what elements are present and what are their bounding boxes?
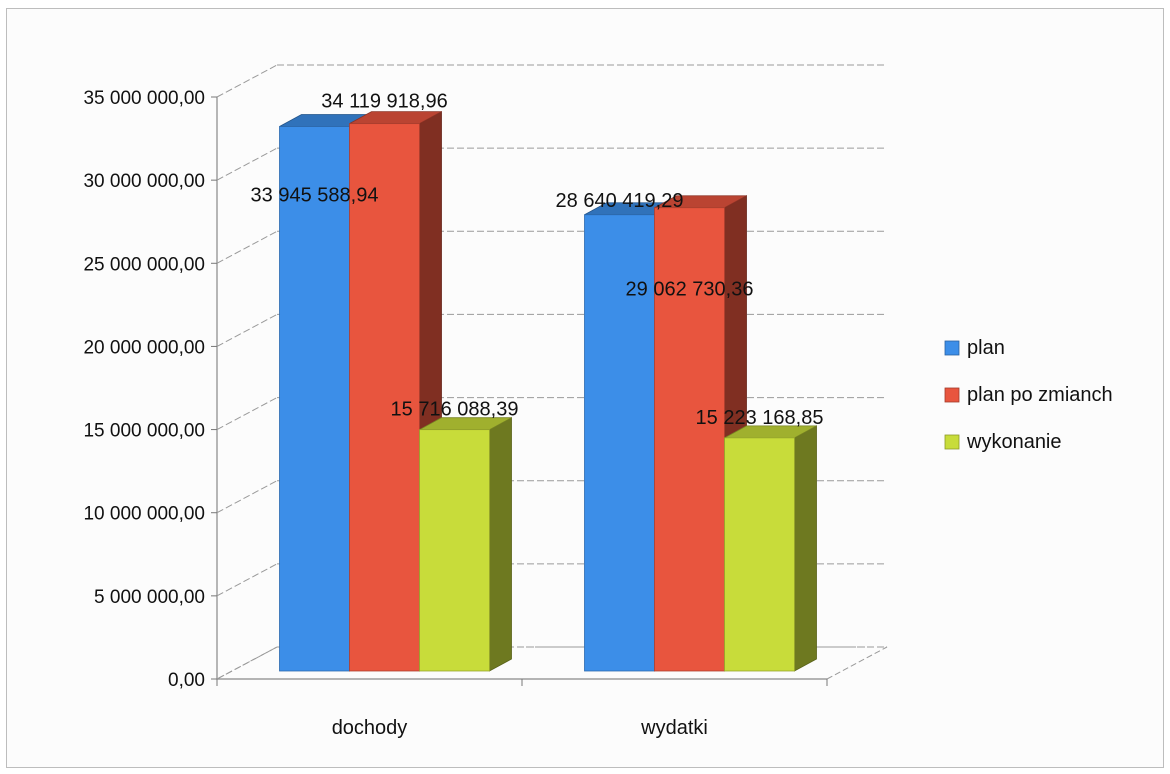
bar-wykonanie-wydatki	[724, 425, 817, 672]
bar-chart: 0,00 5 000 000,00 10 000 000,00 15 000 000,…	[83, 64, 1113, 739]
data-label: 34 119 918,96	[321, 91, 447, 113]
legend-item-wykonanie: wykonanie	[944, 431, 1062, 453]
x-category-label: wydatki	[640, 717, 708, 739]
gridline-diagonal	[216, 313, 278, 347]
bar-front	[724, 437, 795, 672]
data-label: 28 640 419,29	[556, 190, 684, 212]
y-tick-label: 15 000 000,00	[83, 421, 205, 442]
bar-front	[584, 214, 655, 672]
chart-frame: 0,00 5 000 000,00 10 000 000,00 15 000 000,…	[6, 8, 1164, 768]
gridline-diagonal	[216, 230, 278, 264]
legend-label: plan	[967, 337, 1005, 359]
bar-side	[489, 416, 512, 672]
legend: plan plan po zmianch wykonanie	[944, 337, 1113, 453]
bar-front	[349, 123, 420, 672]
data-label: 15 223 168,85	[696, 407, 824, 429]
gridline-diagonal	[216, 147, 278, 181]
y-tick-label: 35 000 000,00	[83, 88, 205, 109]
legend-label: wykonanie	[966, 431, 1062, 453]
bars	[279, 110, 817, 672]
data-label: 33 945 588,94	[251, 185, 379, 207]
legend-swatch	[944, 434, 960, 450]
y-tick-label: 0,00	[168, 670, 205, 691]
y-axis: 0,00 5 000 000,00 10 000 000,00 15 000 000,…	[83, 88, 217, 691]
legend-swatch	[944, 340, 960, 356]
x-category-label: dochody	[332, 717, 408, 739]
bar-front	[654, 207, 725, 672]
y-tick-label: 25 000 000,00	[83, 254, 205, 275]
gridline-diagonal	[216, 64, 278, 98]
data-labels: 33 945 588,94 28 640 419,29 34 119 918,96 2…	[251, 91, 824, 429]
data-label: 29 062 730,36	[626, 279, 754, 301]
y-tick-label: 10 000 000,00	[83, 504, 205, 525]
gridline-diagonal	[216, 646, 278, 680]
bar-front	[279, 126, 350, 672]
y-tick-label: 5 000 000,00	[94, 587, 205, 608]
gridline-diagonal	[216, 563, 278, 597]
bar-wykonanie-dochody	[419, 416, 512, 672]
gridline-diagonal	[216, 397, 278, 431]
data-label: 15 716 088,39	[391, 399, 519, 421]
gridline-diagonal	[216, 480, 278, 514]
y-tick-label: 20 000 000,00	[83, 337, 205, 358]
legend-swatch	[944, 387, 960, 403]
bar-front	[419, 429, 490, 672]
y-tick-label: 30 000 000,00	[83, 171, 205, 192]
legend-item-plan-po-zmianch: plan po zmianch	[944, 384, 1113, 406]
bar-side	[794, 425, 817, 672]
legend-label: plan po zmianch	[967, 384, 1113, 406]
legend-item-plan: plan	[944, 337, 1005, 359]
x-axis: dochody wydatki	[216, 679, 828, 739]
